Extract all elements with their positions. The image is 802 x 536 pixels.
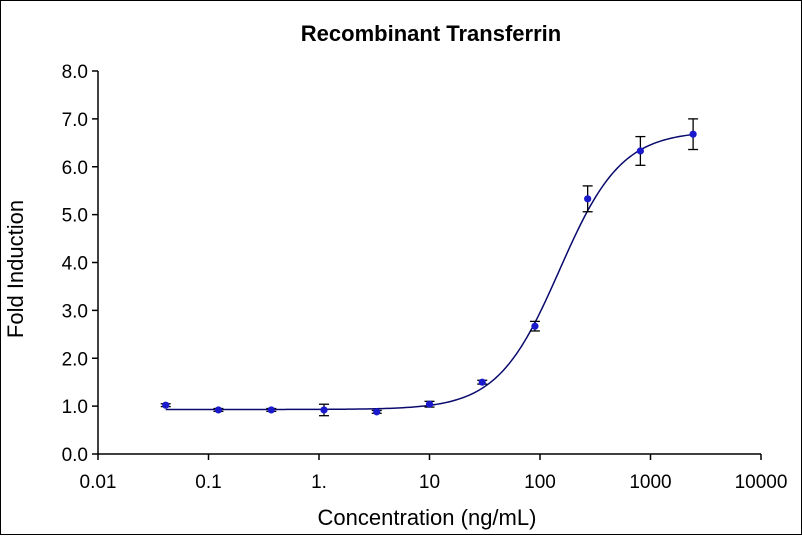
errorbar-layer	[160, 118, 699, 417]
data-point	[162, 401, 170, 409]
y-tick-label: 3.0	[62, 301, 88, 322]
data-point	[689, 130, 697, 138]
data-point	[584, 195, 592, 203]
data-point	[636, 147, 644, 155]
x-tick-label: 1000	[629, 472, 671, 493]
y-axis-label: Fold Induction	[3, 200, 28, 338]
data-point	[320, 406, 328, 414]
fit-curve	[165, 133, 694, 411]
x-tick-label: 1.	[311, 472, 327, 493]
data-point	[214, 406, 223, 414]
y-tick-label: 8.0	[62, 62, 88, 83]
x-tick-label: 0.01	[80, 472, 117, 493]
y-tick-label: 4.0	[62, 254, 88, 275]
x-tick-label: 10	[419, 472, 440, 493]
axes: 0.0 1.0 2.0 3.0 4.0 5.0 6.0 7.0 8.0 0.01 0.1 1. 10 10…	[62, 62, 788, 493]
y-tick-label: 2.0	[62, 349, 88, 370]
x-tick-label: 100	[524, 472, 556, 493]
y-tick-label: 7.0	[62, 110, 88, 131]
chart-title: Recombinant Transferrin	[301, 21, 561, 46]
y-tick-label: 1.0	[62, 397, 88, 418]
fit-curve-layer	[165, 133, 694, 411]
data-point	[531, 322, 539, 330]
x-tick-label: 10000	[735, 472, 788, 493]
data-point	[373, 408, 381, 416]
data-point-layer	[162, 130, 697, 416]
data-point	[267, 406, 275, 414]
data-point	[478, 378, 486, 386]
y-tick-label: 6.0	[62, 158, 88, 179]
x-tick-label: 0.1	[195, 472, 221, 493]
y-tick-label: 5.0	[62, 206, 88, 227]
x-axis-label: Concentration (ng/mL)	[318, 505, 537, 530]
data-point	[425, 400, 434, 408]
y-tick-label: 0.0	[62, 445, 88, 466]
